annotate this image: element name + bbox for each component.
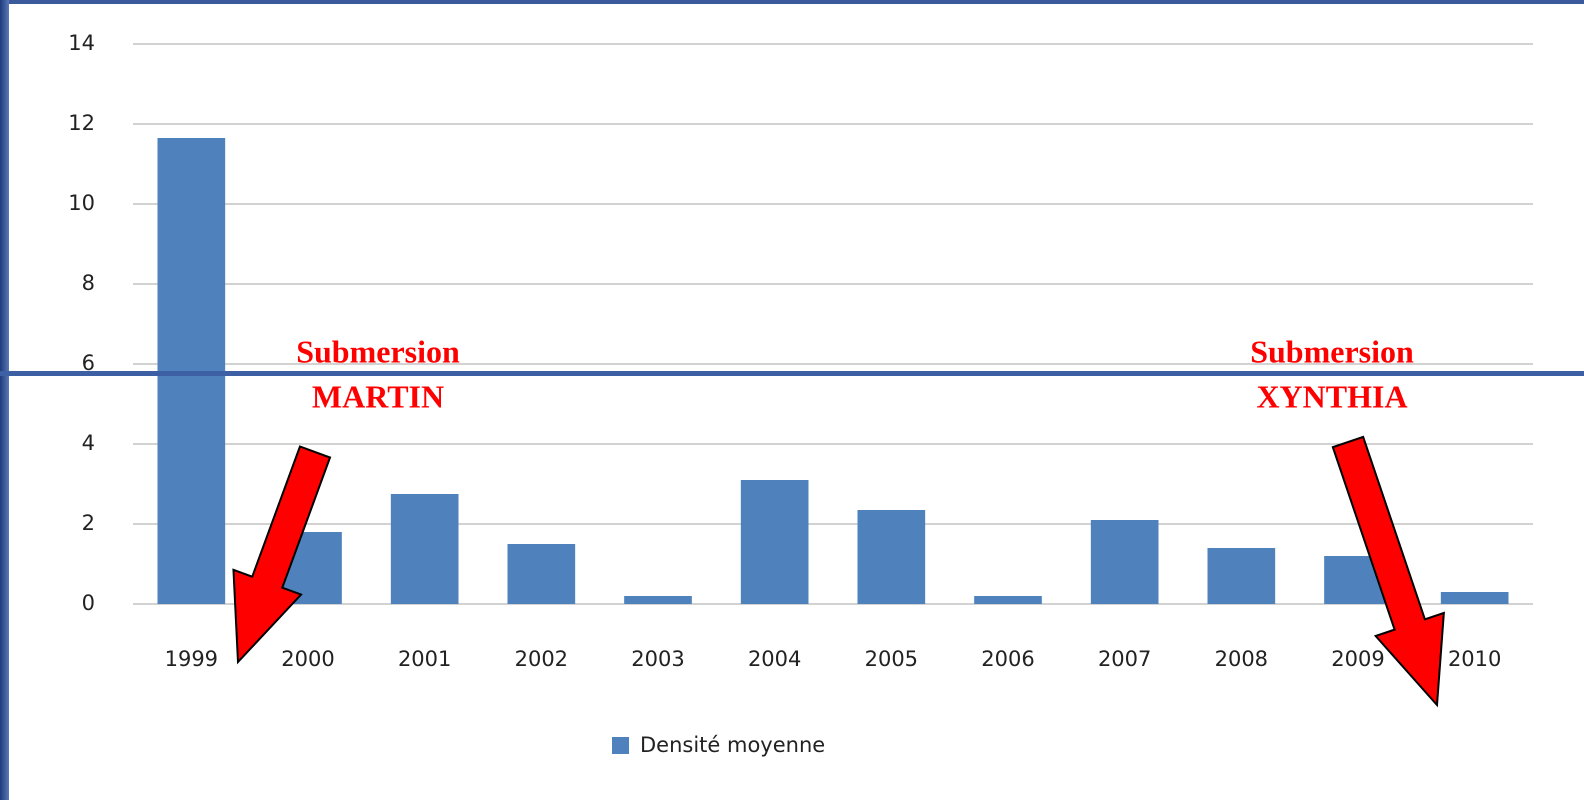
x-tick-label: 2006 — [981, 647, 1034, 671]
x-tick-label: 2005 — [865, 647, 918, 671]
x-tick-label: 2004 — [748, 647, 801, 671]
bar — [1090, 520, 1159, 604]
x-tick-label: 2000 — [281, 647, 334, 671]
y-tick-label: 6 — [82, 351, 95, 375]
y-tick-label: 0 — [82, 591, 95, 615]
bar — [390, 494, 459, 604]
annotation-text: XYNTHIA — [1256, 378, 1407, 414]
bar — [1440, 592, 1509, 604]
bar — [624, 596, 692, 604]
annotation-arrow — [1331, 435, 1445, 708]
x-tick-label: 2010 — [1448, 647, 1501, 671]
bar — [507, 544, 576, 604]
y-tick-label: 10 — [68, 191, 95, 215]
bar — [1207, 548, 1276, 604]
y-tick-label: 2 — [82, 511, 95, 535]
annotation-text: Submersion — [296, 333, 460, 369]
left-border — [0, 0, 9, 800]
legend-swatch — [612, 737, 629, 754]
annotation-text: Submersion — [1250, 333, 1414, 369]
slide-band — [0, 371, 1584, 376]
bar — [740, 480, 809, 604]
top-border — [0, 0, 1584, 4]
x-tick-label: 2003 — [631, 647, 684, 671]
bar — [857, 510, 926, 604]
x-tick-label: 2009 — [1331, 647, 1384, 671]
annotation-text: MARTIN — [312, 378, 444, 414]
x-tick-label: 2007 — [1098, 647, 1151, 671]
annotation-arrow — [232, 445, 332, 665]
x-tick-label: 2001 — [398, 647, 451, 671]
x-tick-label: 2008 — [1215, 647, 1268, 671]
y-tick-label: 8 — [82, 271, 95, 295]
bar — [974, 596, 1042, 604]
x-tick-label: 1999 — [165, 647, 218, 671]
legend-label: Densité moyenne — [640, 733, 825, 757]
y-tick-label: 12 — [68, 111, 95, 135]
x-tick-label: 2002 — [515, 647, 568, 671]
y-tick-label: 14 — [68, 31, 95, 55]
y-tick-label: 4 — [82, 431, 95, 455]
plot: 0 2 4 6 8 10 12 14 1999 2000 2001 2002 2003 2004 2005 2… — [68, 31, 1533, 757]
